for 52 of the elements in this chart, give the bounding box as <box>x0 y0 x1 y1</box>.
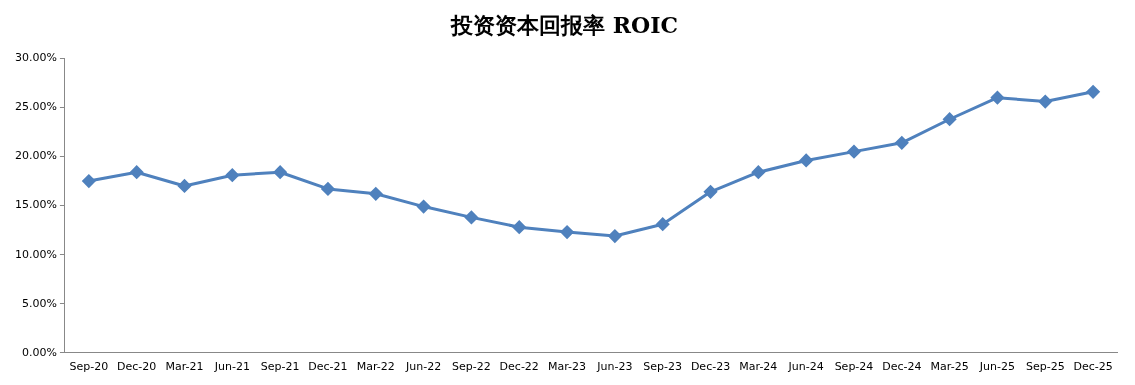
x-tick-label: Dec-20 <box>117 360 157 374</box>
x-tick-label: Jun-22 <box>405 360 442 374</box>
point <box>990 91 1004 105</box>
x-tick-label: Mar-23 <box>548 360 587 374</box>
x-tick-label: Sep-21 <box>260 360 300 374</box>
x-tick-label: Sep-24 <box>834 360 874 374</box>
point <box>608 229 622 243</box>
x-tick-label: Jun-24 <box>787 360 824 374</box>
y-tick-label: 5.00% <box>21 296 57 310</box>
point <box>464 210 478 224</box>
point <box>751 165 765 179</box>
point <box>847 145 861 159</box>
point <box>417 200 431 214</box>
point <box>130 165 144 179</box>
x-tick-label: Dec-21 <box>308 360 348 374</box>
x-tick-label: Jun-25 <box>978 360 1016 374</box>
point <box>1086 85 1100 99</box>
x-tick-label: Mar-25 <box>930 360 969 374</box>
point <box>1038 95 1052 109</box>
x-tick-label: Mar-22 <box>356 360 395 374</box>
x-tick-label: Sep-25 <box>1025 360 1065 374</box>
point <box>512 220 526 234</box>
point <box>895 136 909 150</box>
point <box>82 174 96 188</box>
x-tick-label: Sep-23 <box>643 360 683 374</box>
y-tick-label: 15.00% <box>14 198 57 212</box>
x-tick-label: Dec-23 <box>690 360 731 374</box>
x-tick-label: Sep-20 <box>69 360 109 374</box>
y-tick-label: 20.00% <box>14 149 57 163</box>
x-tick-label: Sep-22 <box>452 360 491 374</box>
point <box>656 217 670 231</box>
y-tick-label: 0.00% <box>21 345 57 359</box>
point <box>943 112 957 126</box>
x-tick-label: Dec-25 <box>1073 360 1113 374</box>
x-tick-label: Dec-24 <box>882 360 922 374</box>
x-tick-label: Dec-22 <box>499 360 539 374</box>
point <box>799 153 813 167</box>
x-tick-label: Mar-21 <box>165 360 204 374</box>
x-tick-label: Jun-21 <box>213 360 250 374</box>
point <box>178 179 191 193</box>
point <box>560 225 574 239</box>
y-tick-label: 25.00% <box>14 100 57 114</box>
point <box>704 185 718 199</box>
x-tick-label: Mar-24 <box>739 360 778 374</box>
point <box>369 187 383 201</box>
x-tick-label: Jun-23 <box>596 360 633 374</box>
chart-title: 投资资本回报率 ROIC <box>450 11 678 38</box>
y-tick-label: 30.00% <box>14 51 57 65</box>
y-tick-label: 10.00% <box>14 247 57 261</box>
point <box>321 182 335 196</box>
point <box>225 168 239 182</box>
point <box>273 165 287 179</box>
